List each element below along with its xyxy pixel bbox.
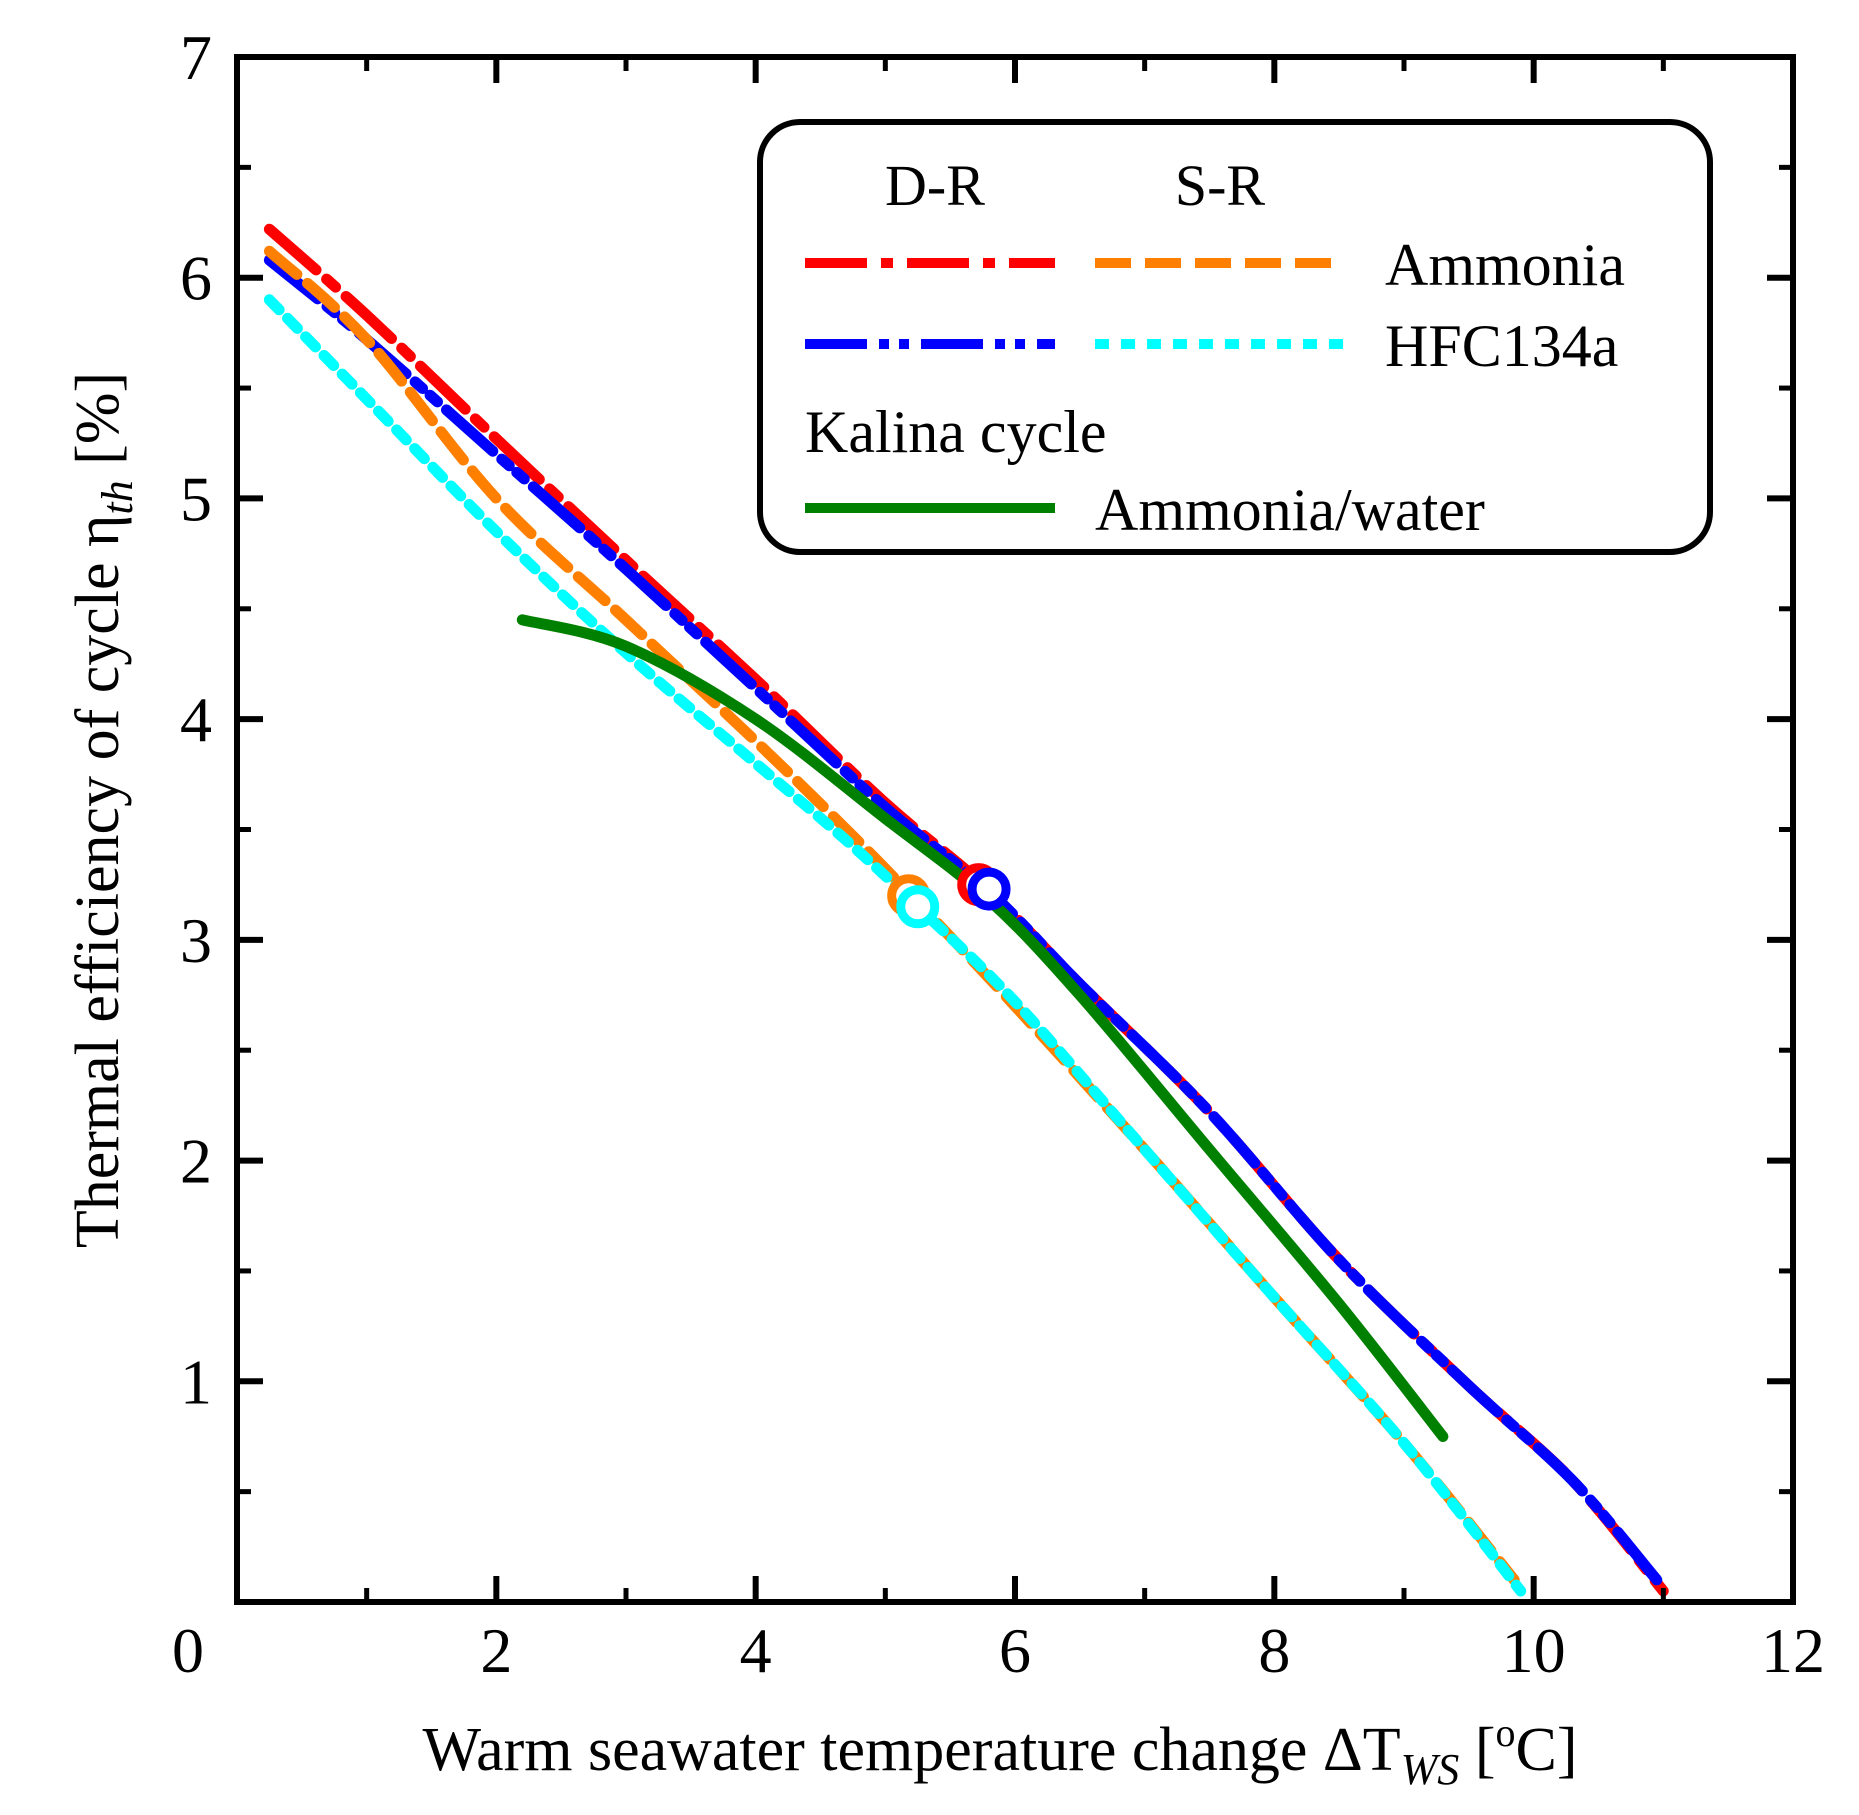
legend-label-kalina: Ammonia/water (1095, 477, 1485, 543)
x-tick-label: 2 (480, 1615, 512, 1686)
marker-hfc134a-d-r (967, 867, 1011, 911)
x-axis-title-main: Warm seawater temperature change ΔT (423, 1716, 1401, 1784)
legend-label-ammonia: Ammonia (1385, 232, 1625, 298)
x-tick-label: 10 (1502, 1615, 1566, 1686)
y-axis-title-main: Thermal efficiency of cycle η (64, 515, 132, 1249)
y-axis-title-sub: th (93, 480, 142, 514)
x-tick-label: 12 (1761, 1615, 1825, 1686)
x-axis-title-unit-open: [ (1459, 1716, 1495, 1784)
y-tick-label: 4 (180, 684, 212, 755)
x-tick-label: 4 (740, 1615, 772, 1686)
legend: D-R S-R Ammonia HFC134a Kalina cycle Amm… (757, 119, 1713, 555)
y-tick-label: 2 (180, 1126, 212, 1197)
y-axis-title: Thermal efficiency of cycle ηth [%] (64, 372, 142, 1248)
legend-header-sr: S-R (1175, 153, 1266, 218)
y-axis-title-unit: [%] (64, 372, 132, 480)
legend-kalina-title: Kalina cycle (805, 399, 1107, 465)
x-axis-title: Warm seawater temperature change ΔTWS [o… (423, 1710, 1578, 1794)
marker-layer (887, 863, 1011, 929)
x-tick-label: 8 (1258, 1615, 1290, 1686)
origin-label: 0 (172, 1615, 204, 1686)
legend-label-hfc: HFC134a (1385, 313, 1618, 379)
x-axis-title-sub: WS (1401, 1745, 1460, 1794)
x-tick-label: 6 (999, 1615, 1031, 1686)
marker-hfc134a-s-r (896, 885, 940, 929)
y-tick-label: 5 (180, 463, 212, 534)
x-axis-title-unit-sup: o (1495, 1710, 1515, 1755)
legend-header-dr: D-R (885, 153, 985, 218)
y-tick-label: 1 (180, 1346, 212, 1417)
x-axis-title-unit-close: C] (1515, 1716, 1577, 1784)
y-tick-label: 6 (180, 243, 212, 314)
series-line-ammonia-water-kalina (516, 614, 1449, 1442)
y-tick-label: 7 (180, 22, 212, 93)
y-tick-label: 3 (180, 905, 212, 976)
legend-box (757, 119, 1713, 555)
